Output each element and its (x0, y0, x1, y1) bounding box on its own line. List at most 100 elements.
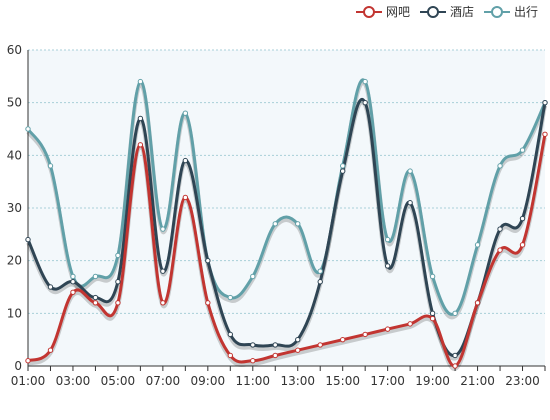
data-point (317, 342, 323, 348)
y-tick-label: 50 (7, 96, 22, 110)
x-tick-label: 13:00 (280, 374, 315, 388)
data-point (519, 147, 526, 153)
legend-label: 出行 (514, 5, 538, 19)
legend-item[interactable]: 网吧 (356, 5, 410, 19)
legend-marker (363, 6, 375, 18)
data-point (137, 142, 144, 148)
data-point (70, 279, 76, 285)
data-point (160, 300, 166, 306)
data-point (429, 273, 436, 280)
y-tick-label: 20 (7, 254, 22, 268)
data-point (272, 352, 278, 359)
data-point (160, 268, 166, 274)
x-tick-label: 11:00 (235, 374, 270, 388)
y-tick-label: 30 (7, 201, 22, 215)
data-point (407, 321, 413, 327)
data-point (205, 257, 211, 264)
x-tick-label: 03:00 (56, 374, 91, 388)
data-point (542, 99, 548, 106)
x-tick-label: 21:00 (460, 374, 495, 388)
data-point (92, 273, 99, 280)
data-point (250, 342, 256, 348)
legend-item[interactable]: 酒店 (420, 5, 474, 19)
data-point (115, 252, 121, 259)
data-point (250, 273, 256, 280)
data-point (339, 163, 346, 169)
x-tick-label: 09:00 (191, 374, 226, 388)
data-point (25, 126, 31, 132)
y-tick-label: 60 (7, 43, 22, 57)
y-tick-label: 40 (7, 148, 22, 162)
data-point (182, 194, 189, 201)
data-point (115, 279, 121, 285)
data-point (227, 294, 234, 301)
data-point (272, 342, 278, 348)
data-point (47, 163, 54, 169)
data-point (182, 157, 189, 164)
data-point (452, 310, 458, 317)
data-point (407, 168, 413, 174)
data-point (272, 221, 278, 227)
data-point (227, 331, 234, 338)
data-point (47, 284, 54, 290)
data-point (70, 289, 76, 295)
x-tick-label: 19:00 (415, 374, 450, 388)
data-point (474, 300, 481, 306)
x-tick-label: 23:00 (505, 374, 540, 388)
data-point (227, 352, 234, 359)
data-point (295, 221, 301, 227)
y-tick-label: 10 (7, 306, 22, 320)
data-point (137, 115, 144, 122)
legend-label: 网吧 (386, 5, 410, 19)
data-point (47, 347, 54, 353)
x-tick-label: 15:00 (325, 374, 360, 388)
legend-label: 酒店 (450, 5, 474, 19)
axes: 0 10 20 30 40 50 60 01:00 03:00 05:00 07:00 09:00 11… (7, 43, 546, 388)
data-point (92, 300, 99, 306)
data-point (362, 78, 368, 85)
data-point (295, 347, 301, 353)
data-point (519, 215, 526, 222)
x-tick-label: 01:00 (11, 374, 46, 388)
data-point (497, 226, 503, 232)
data-point (384, 263, 391, 269)
data-point (205, 300, 211, 306)
data-point (474, 242, 481, 248)
x-tick-label: 05:00 (101, 374, 136, 388)
data-point (384, 236, 391, 243)
y-tick-label: 0 (14, 359, 22, 373)
data-point (429, 315, 436, 322)
data-point (429, 310, 436, 317)
data-point (25, 358, 31, 364)
data-point (542, 131, 548, 137)
data-point (452, 352, 458, 359)
data-point (339, 168, 346, 174)
series-line (26, 78, 547, 316)
data-point (250, 358, 256, 364)
x-tick-label: 17:00 (370, 374, 405, 388)
data-point (92, 294, 99, 301)
data-point (317, 268, 323, 274)
legend-item[interactable]: 出行 (484, 5, 538, 19)
data-point (407, 200, 413, 206)
data-point (452, 363, 458, 369)
data-point (339, 336, 346, 343)
data-point (160, 226, 166, 232)
data-point (497, 163, 503, 169)
data-point (362, 99, 368, 106)
data-point (25, 236, 31, 243)
data-point (115, 300, 121, 306)
data-point (362, 331, 368, 338)
legend-marker (491, 6, 503, 18)
x-tick-label: 07:00 (146, 374, 181, 388)
data-point (295, 336, 301, 343)
data-point (137, 78, 144, 85)
data-point (519, 242, 526, 248)
data-point (182, 110, 189, 116)
data-point (70, 273, 76, 280)
legend[interactable]: 网吧 酒店 出行 (356, 5, 538, 19)
data-point (317, 279, 323, 285)
data-point (384, 326, 391, 332)
data-point (497, 247, 503, 253)
